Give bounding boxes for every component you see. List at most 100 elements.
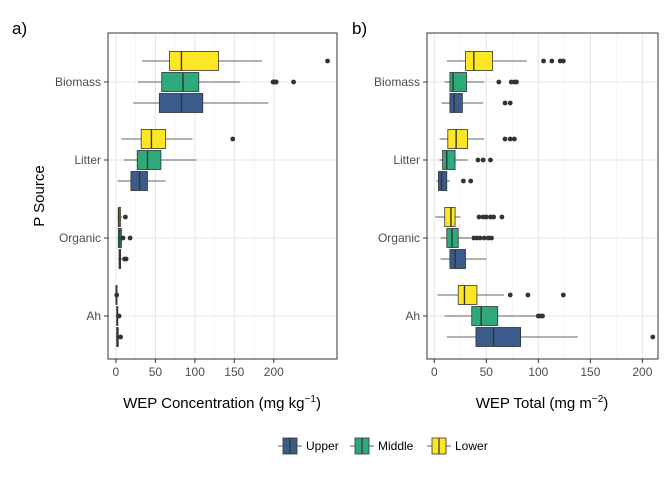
box-upper-biomass bbox=[441, 93, 513, 113]
outlier-point bbox=[483, 214, 489, 220]
box-lower-organic bbox=[435, 207, 505, 227]
box-upper-ah bbox=[115, 327, 124, 347]
box-upper-ah bbox=[446, 327, 656, 347]
box-iqr bbox=[449, 249, 466, 269]
box-iqr bbox=[140, 129, 167, 149]
box-iqr bbox=[442, 150, 456, 170]
outlier-point bbox=[507, 100, 513, 106]
x-axis: 0 50 100 150 200 bbox=[113, 359, 284, 379]
box-middle-biomass bbox=[444, 72, 519, 92]
x-axis-title-main: WEP Total (mg m bbox=[476, 395, 592, 412]
outlier-point bbox=[325, 58, 330, 64]
outlier-point bbox=[549, 58, 555, 64]
box-iqr bbox=[471, 306, 499, 326]
outlier-point bbox=[475, 157, 481, 163]
outlier-point bbox=[116, 313, 122, 319]
outlier-point bbox=[560, 58, 566, 64]
legend-label: Lower bbox=[455, 439, 488, 453]
legend-item-middle: Middle bbox=[350, 437, 414, 455]
box-iqr bbox=[161, 72, 200, 92]
outlier-point bbox=[496, 79, 502, 85]
outlier-point bbox=[123, 256, 129, 262]
outlier-point bbox=[507, 136, 513, 142]
box-iqr bbox=[136, 150, 162, 170]
outlier-point bbox=[120, 235, 126, 241]
y-tick-label: Litter bbox=[393, 153, 420, 167]
box-iqr bbox=[447, 129, 468, 149]
box-lower-biomass bbox=[446, 51, 566, 71]
box-middle-biomass bbox=[138, 72, 296, 92]
box-upper-biomass bbox=[133, 93, 269, 113]
plot-border bbox=[426, 32, 659, 360]
plot-background bbox=[108, 33, 337, 359]
outlier-point bbox=[541, 58, 546, 64]
box-middle-ah bbox=[444, 306, 545, 326]
outlier-point bbox=[514, 79, 519, 85]
x-axis: 0 50 100 150 200 bbox=[431, 359, 653, 379]
x-axis-title: WEP Concentration (mg kg−1) bbox=[123, 394, 321, 412]
box-middle-litter bbox=[123, 150, 197, 170]
legend: Upper Middle Lower bbox=[278, 437, 488, 455]
outlier-point bbox=[273, 79, 279, 85]
box-iqr bbox=[438, 171, 448, 191]
y-tick-label: Organic bbox=[378, 231, 420, 245]
outlier-point bbox=[502, 100, 508, 106]
box-lower-litter bbox=[439, 129, 517, 149]
y-axis: Ah Organic Litter Biomass bbox=[374, 75, 427, 323]
outlier-point bbox=[560, 292, 566, 298]
box-lower-litter bbox=[121, 129, 236, 149]
x-tick-label: 0 bbox=[431, 365, 438, 379]
box-iqr bbox=[475, 327, 522, 347]
outlier-point bbox=[488, 157, 493, 163]
outlier-point bbox=[118, 334, 124, 340]
box-iqr bbox=[444, 207, 456, 227]
outlier-point bbox=[468, 178, 474, 184]
y-tick-label: Litter bbox=[74, 153, 101, 167]
outlier-point bbox=[491, 214, 496, 220]
legend-item-upper: Upper bbox=[278, 437, 339, 455]
series-middle bbox=[439, 72, 545, 326]
outlier-point bbox=[114, 292, 120, 298]
panel-tag: a) bbox=[12, 19, 27, 38]
x-tick-label: 100 bbox=[185, 365, 205, 379]
grid bbox=[108, 33, 337, 359]
outlier-point bbox=[461, 178, 466, 184]
outlier-point bbox=[525, 292, 531, 298]
outlier-point bbox=[477, 235, 483, 241]
x-tick-label: 50 bbox=[480, 365, 494, 379]
outlier-point bbox=[650, 334, 656, 340]
x-tick-label: 150 bbox=[224, 365, 244, 379]
box-upper-litter bbox=[436, 171, 474, 191]
legend-label: Upper bbox=[306, 439, 339, 453]
box-iqr bbox=[449, 93, 463, 113]
panel-b: 0 50 100 150 200 Ah Organic Litter Biomass WEP To… bbox=[352, 19, 659, 412]
x-tick-label: 100 bbox=[528, 365, 548, 379]
panel-a: 0 50 100 150 200 Ah Organic Litter Biomass WEP Co… bbox=[12, 19, 338, 412]
box-upper-organic bbox=[440, 249, 487, 269]
y-axis-title: P Source bbox=[31, 165, 48, 226]
outlier-point bbox=[291, 79, 296, 85]
outlier-point bbox=[502, 136, 508, 142]
box-upper-organic bbox=[118, 249, 129, 269]
y-tick-label: Ah bbox=[86, 309, 101, 323]
boxplot-series bbox=[114, 51, 330, 347]
box-lower-ah bbox=[114, 285, 120, 305]
x-axis-title-main: WEP Concentration (mg kg bbox=[123, 395, 304, 412]
box-lower-ah bbox=[437, 285, 566, 305]
box-iqr bbox=[457, 285, 478, 305]
legend-item-lower: Lower bbox=[427, 437, 488, 455]
box-middle-organic bbox=[440, 228, 494, 248]
x-axis-title-tail: ) bbox=[603, 395, 608, 412]
outlier-point bbox=[476, 214, 482, 220]
x-axis-title-superscript: −2 bbox=[592, 394, 604, 405]
y-tick-label: Biomass bbox=[374, 75, 420, 89]
x-axis-title: WEP Total (mg m−2) bbox=[476, 394, 609, 412]
outlier-point bbox=[540, 313, 545, 319]
x-tick-label: 200 bbox=[264, 365, 284, 379]
panel-tag: b) bbox=[352, 19, 367, 38]
series-lower bbox=[114, 51, 330, 305]
outlier-point bbox=[230, 136, 236, 142]
outlier-point bbox=[512, 136, 517, 142]
outlier-point bbox=[127, 235, 133, 241]
box-lower-biomass bbox=[141, 51, 330, 71]
